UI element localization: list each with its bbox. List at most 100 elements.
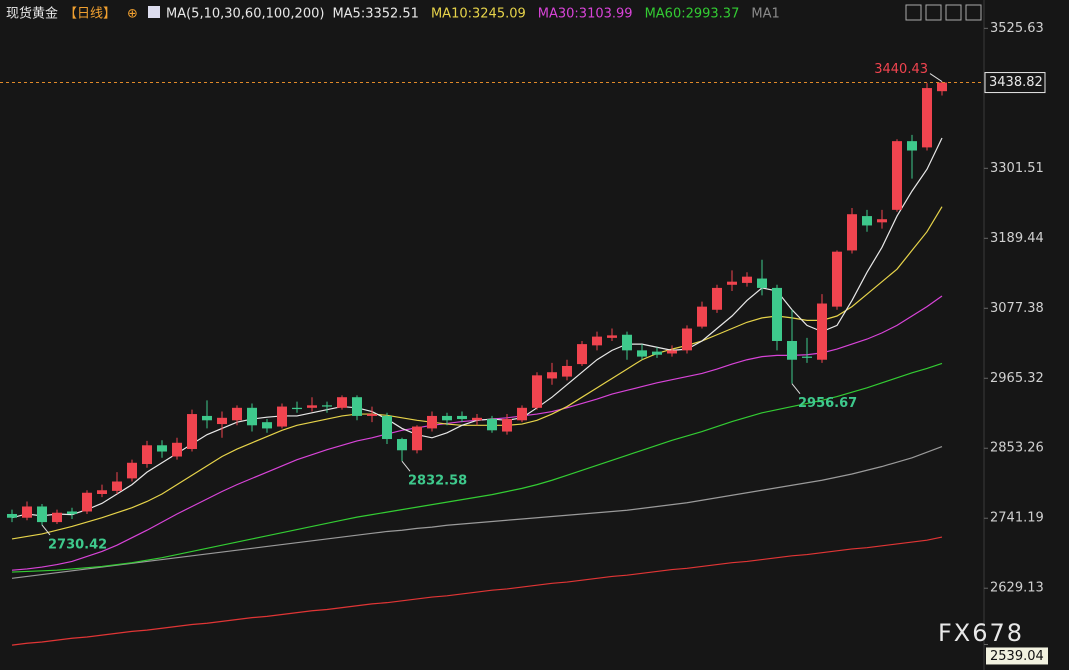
candle-body (922, 88, 932, 148)
low-label: 2832.58 (408, 474, 467, 489)
candle-body (217, 417, 227, 425)
candle-body (157, 445, 167, 452)
period: 【日线】 (64, 7, 116, 22)
candle-body (82, 492, 92, 512)
candle-body (547, 372, 557, 379)
candle-body (622, 334, 632, 351)
candle-body (367, 414, 377, 416)
candle-body (892, 141, 902, 210)
candle-body (112, 481, 122, 491)
candle-body (772, 287, 782, 341)
candle-body (7, 513, 17, 518)
candle-body (397, 439, 407, 451)
candle-body (412, 426, 422, 451)
high-pointer (929, 73, 943, 82)
candle-body (592, 336, 602, 346)
candle-body (862, 216, 872, 226)
candle-body (52, 512, 62, 523)
high-label: 3440.43 (874, 62, 928, 77)
candle-body (97, 490, 107, 494)
candle-body (382, 415, 392, 440)
y-tick-label: 2853.26 (990, 441, 1044, 456)
candle-body (787, 340, 797, 360)
low-label: 2956.67 (798, 396, 857, 411)
candle-body (262, 422, 272, 429)
ma-icon (148, 6, 160, 18)
candle-body (697, 306, 707, 327)
watermark: FX678 (938, 619, 1024, 647)
candle-body (907, 141, 917, 151)
candle-body (172, 442, 182, 457)
candle-body (352, 397, 362, 416)
candle-body (607, 335, 617, 338)
candle-body (127, 462, 137, 479)
candle-body (457, 415, 467, 420)
candle-body (202, 415, 212, 421)
candle-body (847, 214, 857, 251)
candle-body (577, 344, 587, 365)
ma-readout: MA30:3103.99 (538, 7, 633, 22)
candle-body (682, 328, 692, 351)
candle-body (67, 511, 77, 514)
low-label: 2730.42 (48, 537, 107, 552)
candle-body (502, 419, 512, 432)
ma-readout: MA1 (751, 7, 779, 22)
tool-icon[interactable] (905, 4, 922, 21)
candle-body (232, 407, 242, 421)
candle-body (832, 251, 842, 307)
candle-body (292, 407, 302, 410)
candle-body (517, 407, 527, 421)
candle-body (187, 414, 197, 450)
candle-body (652, 351, 662, 355)
candle-body (937, 82, 947, 92)
tool-icon[interactable] (965, 4, 982, 21)
candle-body (727, 281, 737, 285)
last-price-box (984, 72, 1046, 94)
candle-body (22, 506, 32, 518)
tool-icon[interactable] (945, 4, 962, 21)
candle-body (487, 419, 497, 431)
candle-body (37, 506, 47, 523)
y-tick-label: 2741.19 (990, 511, 1044, 526)
candle-body (277, 406, 287, 427)
y-tick-label: 3189.44 (990, 231, 1044, 246)
candle-body (742, 276, 752, 283)
candle-body (637, 350, 647, 357)
y-tick-label: 2539.04 (990, 649, 1044, 664)
last-price-label: 3438.82 (989, 75, 1043, 90)
candle-body (532, 375, 542, 408)
candle-body (562, 365, 572, 377)
candle-body (757, 278, 767, 288)
settings-icon[interactable]: ⊕ (127, 7, 138, 22)
candle-body (142, 445, 152, 465)
candle-body (337, 397, 347, 408)
y-tick-label: 3301.51 (990, 161, 1044, 176)
y-tick-label: 3525.63 (990, 21, 1044, 36)
ma-params: MA(5,10,30,60,100,200) (166, 7, 324, 22)
ma-line (11, 362, 943, 573)
candle-body (817, 303, 827, 360)
y-tick-label: 3077.38 (990, 301, 1044, 316)
candle-body (472, 417, 482, 421)
ma-readout: MA60:2993.37 (645, 7, 740, 22)
candle-body (802, 356, 812, 358)
ma-line (11, 445, 943, 579)
low-pointer (791, 383, 801, 394)
y-tick-label: 2965.32 (990, 371, 1044, 386)
candle-body (427, 415, 437, 429)
low-pointer (401, 460, 411, 472)
candle-body (667, 350, 677, 354)
tool-icon[interactable] (925, 4, 942, 21)
candle-body (877, 219, 887, 223)
ma-readout: MA10:3245.09 (431, 7, 526, 22)
bottom-label-box (986, 647, 1048, 665)
ma-readout: MA5:3352.51 (332, 7, 419, 22)
toolbar[interactable] (905, 4, 982, 21)
y-tick-label: 2629.13 (990, 581, 1044, 596)
candle-body (322, 405, 332, 407)
low-pointer (41, 524, 51, 536)
ma-line (11, 536, 943, 646)
candle-body (247, 407, 257, 426)
candle-body (712, 287, 722, 310)
